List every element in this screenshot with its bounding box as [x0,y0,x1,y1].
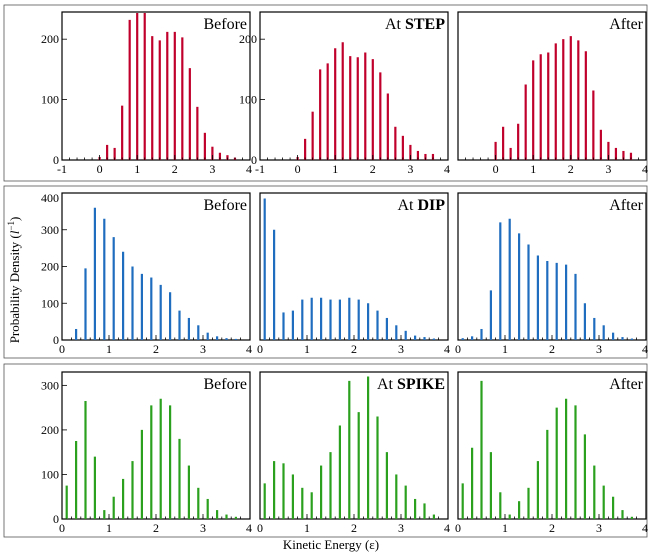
x-tick-label: 4 [642,342,648,356]
y-tick-label: 400 [41,191,59,205]
panel-title: At SPIKE [377,376,445,393]
x-tick-label: 4 [642,162,648,176]
panel-spike-spike: 0 1 2 3 4 At SPIKE [257,372,450,535]
x-tick-label: 4 [642,521,648,535]
panel-frame [458,193,646,340]
x-tick-label: 0 [295,162,301,176]
panel-title: After [609,197,643,214]
x-tick-label: 3 [200,342,206,356]
y-tick-label: 0 [53,333,59,347]
panel-frame [62,193,250,340]
x-tick-label: 1 [332,162,338,176]
x-tick-label: 2 [153,521,159,535]
x-tick-label: 4 [444,342,450,356]
panel-frame [458,372,646,519]
x-tick-label: 3 [398,521,404,535]
x-axis-label: Kinetic Energy (ε) [283,537,379,552]
y-tick-label: 200 [41,32,59,46]
panel-frame [260,372,448,519]
x-tick-label: 3 [605,162,611,176]
x-tick-label: 3 [407,162,413,176]
x-tick-label: 0 [97,162,103,176]
x-tick-label: 2 [370,162,376,176]
x-tick-label: 1 [502,342,508,356]
x-tick-label: 1 [134,162,140,176]
x-tick-label: 2 [153,342,159,356]
y-tick-label: 200 [239,32,257,46]
x-tick-label: 0 [59,521,65,535]
x-tick-label: 3 [596,521,602,535]
panel-frame [458,12,646,160]
y-tick-label: 0 [251,153,257,167]
x-tick-label: 0 [455,521,461,535]
x-tick-label: 1 [502,521,508,535]
panel-frame [260,193,448,340]
y-tick-label: 200 [41,260,59,274]
x-tick-label: 0 [257,521,263,535]
x-tick-label: 3 [209,162,215,176]
x-tick-label: 4 [444,162,450,176]
y-tick-label: 100 [239,93,257,107]
x-tick-label: 1 [106,521,112,535]
x-tick-label: 1 [530,162,536,176]
x-tick-label: 0 [455,342,461,356]
x-tick-label: 3 [596,342,602,356]
x-tick-label: 4 [246,342,252,356]
x-tick-label: 2 [172,162,178,176]
panel-title: At DIP [397,197,445,214]
x-tick-label: 2 [568,162,574,176]
panel-title: Before [203,197,247,214]
y-tick-label: 100 [41,467,59,481]
panel-step-after: 0 1 2 3 4 After [458,12,648,176]
panel-dip-before: 0 1 2 3 4 0 100 200 300 400 Before [41,191,252,356]
x-tick-label: 1 [304,521,310,535]
x-tick-label: 2 [351,521,357,535]
panel-title: Before [203,376,247,393]
x-tick-label: 0 [257,342,263,356]
y-tick-label: 0 [53,153,59,167]
y-tick-label: 300 [41,223,59,237]
x-tick-label: 4 [444,521,450,535]
x-tick-label: 3 [398,342,404,356]
panel-spike-before: 0 1 2 3 4 0 100 200 300 Before [41,372,252,535]
x-tick-label: 4 [246,521,252,535]
y-tick-label: 200 [41,423,59,437]
panel-dip-after: 0 1 2 3 4 After [455,193,648,356]
panel-spike-after: 0 1 2 3 4 After [455,372,648,535]
x-tick-label: 1 [106,342,112,356]
x-tick-label: 0 [493,162,499,176]
x-tick-label: 2 [351,342,357,356]
x-tick-label: 1 [304,342,310,356]
x-tick-label: 3 [200,521,206,535]
panel-frame [260,12,448,160]
x-tick-label: 2 [549,342,555,356]
panel-title: Before [203,16,247,33]
panel-frame [62,12,250,160]
panel-dip-dip: 0 1 2 3 4 At DIP [257,193,450,356]
panel-title: After [609,376,643,393]
y-tick-label: 300 [41,378,59,392]
panel-frame [62,372,250,519]
panel-title: At STEP [385,16,445,33]
panel-title: After [609,16,643,33]
y-tick-label: 0 [53,512,59,526]
y-tick-label: 100 [41,296,59,310]
x-tick-label: 0 [59,342,65,356]
y-axis-label: Probability Density (l−1) [6,217,22,344]
x-tick-label: 2 [549,521,555,535]
y-tick-label: 100 [41,93,59,107]
